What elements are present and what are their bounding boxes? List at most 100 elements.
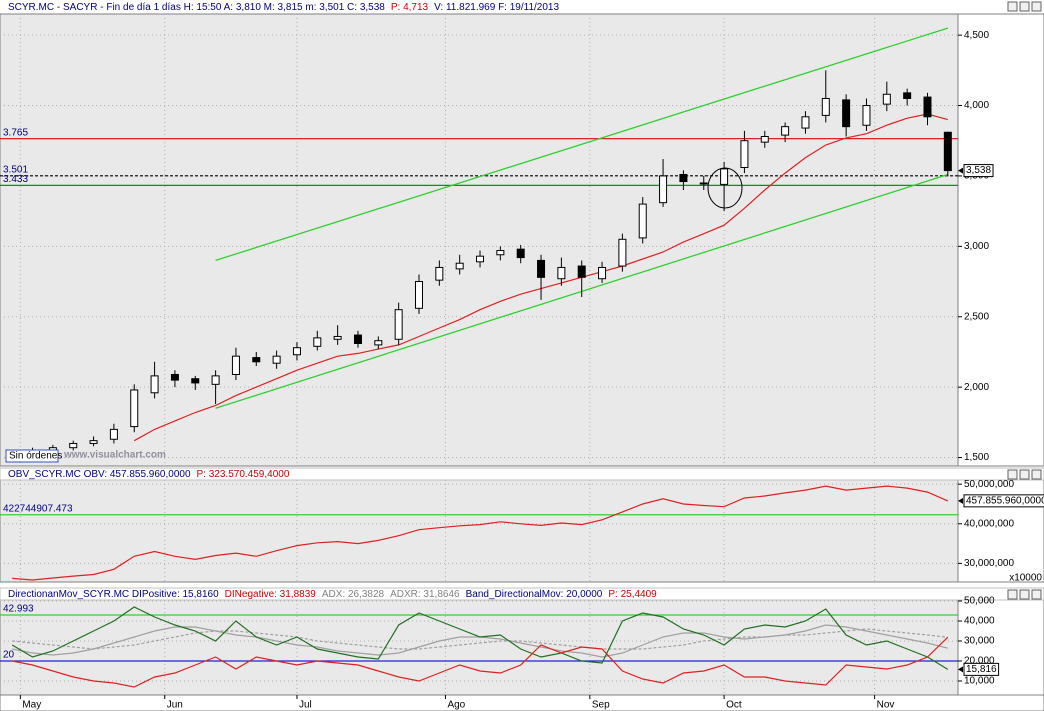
- level-label: 3.433: [3, 174, 28, 185]
- candle-body: [882, 93, 891, 105]
- y-tick-label: 40,000: [964, 616, 995, 627]
- plot-area: [0, 13, 959, 467]
- candle-body: [109, 428, 118, 440]
- y-tick-label: 2,000: [964, 382, 989, 393]
- title-part: P: 25,4409: [608, 589, 657, 600]
- panel-title: DirectionanMov_SCYR.MC DIPositive: 15,81…: [8, 589, 657, 600]
- indicator-line: [11, 606, 949, 670]
- x-tick-label: Ago: [447, 700, 465, 711]
- title-part: P: 4,713: [391, 2, 429, 13]
- y-tick-label: 30,000: [964, 636, 995, 647]
- status-box: [5, 449, 59, 463]
- candle-body: [720, 168, 729, 185]
- y-tick-label: 40,000,000: [964, 518, 1014, 529]
- title-part: ADXR: 31,8646: [390, 589, 460, 600]
- panel-title: OBV_SCYR.MC OBV: 457.855.960,0000 P: 323.…: [8, 469, 290, 480]
- candle-body: [231, 355, 240, 375]
- scale-note: x10000: [1009, 573, 1042, 584]
- candle-body: [699, 182, 708, 185]
- candle-body: [476, 255, 485, 263]
- indicator-line: [12, 485, 949, 581]
- candle-body: [89, 440, 98, 444]
- last-value-arrow: [958, 167, 963, 174]
- title-part: Band_DirectionalMov: 20,0000: [466, 589, 603, 600]
- y-tick-label: 2,500: [964, 311, 989, 322]
- window-button[interactable]: [1019, 589, 1030, 600]
- candle-body: [69, 442, 78, 449]
- candle-body: [414, 281, 423, 309]
- y-tick-label: 10,000: [964, 676, 995, 687]
- candle-body: [272, 355, 281, 364]
- last-value-box: [963, 164, 994, 178]
- candle-body: [862, 105, 871, 126]
- candle-body: [537, 259, 546, 278]
- last-value-label: 3,538: [966, 165, 991, 176]
- x-tick-label: Jul: [299, 700, 312, 711]
- candle-body: [577, 265, 586, 278]
- candle-body: [455, 262, 464, 270]
- title-part: SCYR.MC - SACYR - Fin de día 1 días H: 1…: [8, 2, 385, 13]
- candle-body: [801, 116, 810, 129]
- candle-body: [191, 378, 200, 384]
- x-tick-label: Jun: [167, 700, 183, 711]
- y-tick-label: 4,000: [964, 100, 989, 111]
- candle-body: [394, 309, 403, 340]
- candle-body: [211, 375, 220, 385]
- last-value-label: 457.855.960,0000: [966, 495, 1044, 506]
- candle-body: [333, 335, 342, 340]
- axis-area: [957, 599, 1044, 696]
- candle-body: [618, 238, 627, 267]
- y-tick-label: 50,000,000: [964, 479, 1014, 490]
- window-button[interactable]: [1031, 589, 1042, 600]
- trend-line: [215, 27, 949, 262]
- last-value-box: [963, 494, 1044, 508]
- level-label: 3.501: [3, 164, 28, 175]
- watermark: www.visualchart.com: [63, 450, 166, 461]
- candle-body: [353, 334, 362, 344]
- candle-body: [170, 373, 179, 381]
- window-button[interactable]: [1007, 469, 1018, 480]
- candle-body: [923, 96, 932, 118]
- window-button[interactable]: [1019, 1, 1030, 12]
- indicator-line: [12, 628, 948, 650]
- candle-body: [598, 266, 607, 280]
- candle-body: [150, 375, 159, 394]
- candle-body: [557, 266, 566, 280]
- candle-body: [516, 248, 525, 259]
- plot-area: [0, 479, 959, 583]
- candle-body: [435, 266, 444, 281]
- title-part: P: 323.570.459,4000: [197, 469, 290, 480]
- title-part: DINegative: 31,8839: [225, 589, 317, 600]
- candle-body: [659, 175, 668, 204]
- panel-header: [0, 587, 1044, 601]
- candle-body: [130, 389, 139, 428]
- window-button[interactable]: [1007, 1, 1018, 12]
- candle-body: [496, 250, 505, 256]
- last-value-label: 15,816: [966, 664, 997, 675]
- level-label: 42.993: [3, 604, 34, 615]
- y-tick-label: 30,000,000: [964, 558, 1014, 569]
- candle-body: [781, 126, 790, 136]
- window-button[interactable]: [1031, 1, 1042, 12]
- last-value-box: [963, 662, 1000, 676]
- window-button[interactable]: [1019, 469, 1030, 480]
- candle-body: [760, 136, 769, 143]
- status-label: Sin órdenes: [9, 451, 62, 462]
- last-value-arrow: [958, 666, 963, 673]
- panel-header: [0, 467, 1044, 481]
- title-part: DirectionanMov_SCYR.MC DIPositive: 15,81…: [8, 589, 219, 600]
- level-label: 20: [3, 650, 15, 661]
- window-button[interactable]: [1007, 589, 1018, 600]
- indicator-line: [12, 636, 949, 688]
- y-tick-label: 3,000: [964, 241, 989, 252]
- title-part: ADX: 26,3828: [322, 589, 385, 600]
- candle-body: [821, 97, 830, 116]
- candle-body: [679, 174, 688, 183]
- plot-area: [0, 599, 959, 696]
- level-label: 3.765: [3, 127, 28, 138]
- x-tick-label: Oct: [726, 700, 742, 711]
- y-tick-label: 1,500: [964, 452, 989, 463]
- window-button[interactable]: [1031, 469, 1042, 480]
- x-tick-label: Nov: [877, 700, 895, 711]
- candle-body: [252, 357, 261, 363]
